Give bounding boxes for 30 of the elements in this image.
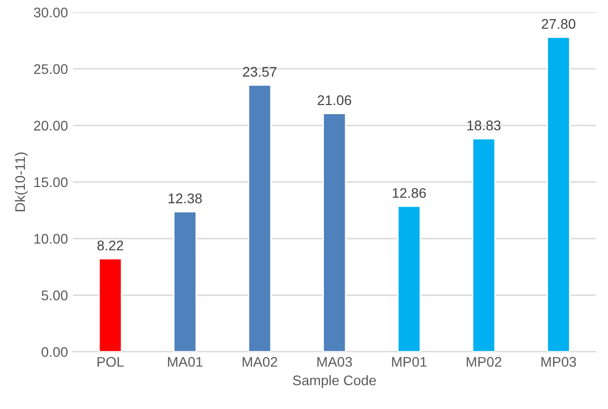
data-label: 18.83 — [467, 120, 501, 130]
y-tick-label: 0.00 — [42, 347, 68, 357]
bar — [397, 206, 421, 352]
y-tick-label: 30.00 — [34, 8, 68, 18]
x-tick-label: MP01 — [392, 356, 427, 367]
x-tick-label: MA03 — [317, 356, 352, 367]
y-tick-label: 10.00 — [34, 234, 68, 244]
x-axis-title: Sample Code — [292, 375, 376, 388]
data-label: 8.22 — [97, 240, 124, 250]
data-label: 27.80 — [542, 19, 576, 29]
y-tick-label: 15.00 — [34, 177, 68, 188]
x-tick-label: POL — [98, 356, 124, 367]
data-label: 23.57 — [243, 66, 276, 77]
bar — [472, 138, 496, 352]
x-tick-label: MP03 — [541, 356, 576, 367]
data-label: 12.38 — [168, 194, 202, 204]
data-label: 21.06 — [318, 95, 352, 106]
y-tick-label: 20.00 — [34, 120, 68, 131]
y-tick-label: 25.00 — [34, 64, 68, 74]
bar — [248, 84, 272, 352]
x-tick-label: MA02 — [242, 356, 278, 367]
y-axis-title: Dk(10-11) — [14, 152, 28, 212]
x-tick-label: MP02 — [466, 356, 502, 367]
bar — [173, 210, 197, 352]
x-tick-label: MA01 — [168, 356, 202, 367]
bar — [322, 112, 346, 352]
data-label: 12.86 — [392, 188, 426, 198]
bar — [98, 258, 122, 352]
bar — [546, 36, 570, 352]
y-tick-label: 5.00 — [42, 290, 68, 300]
